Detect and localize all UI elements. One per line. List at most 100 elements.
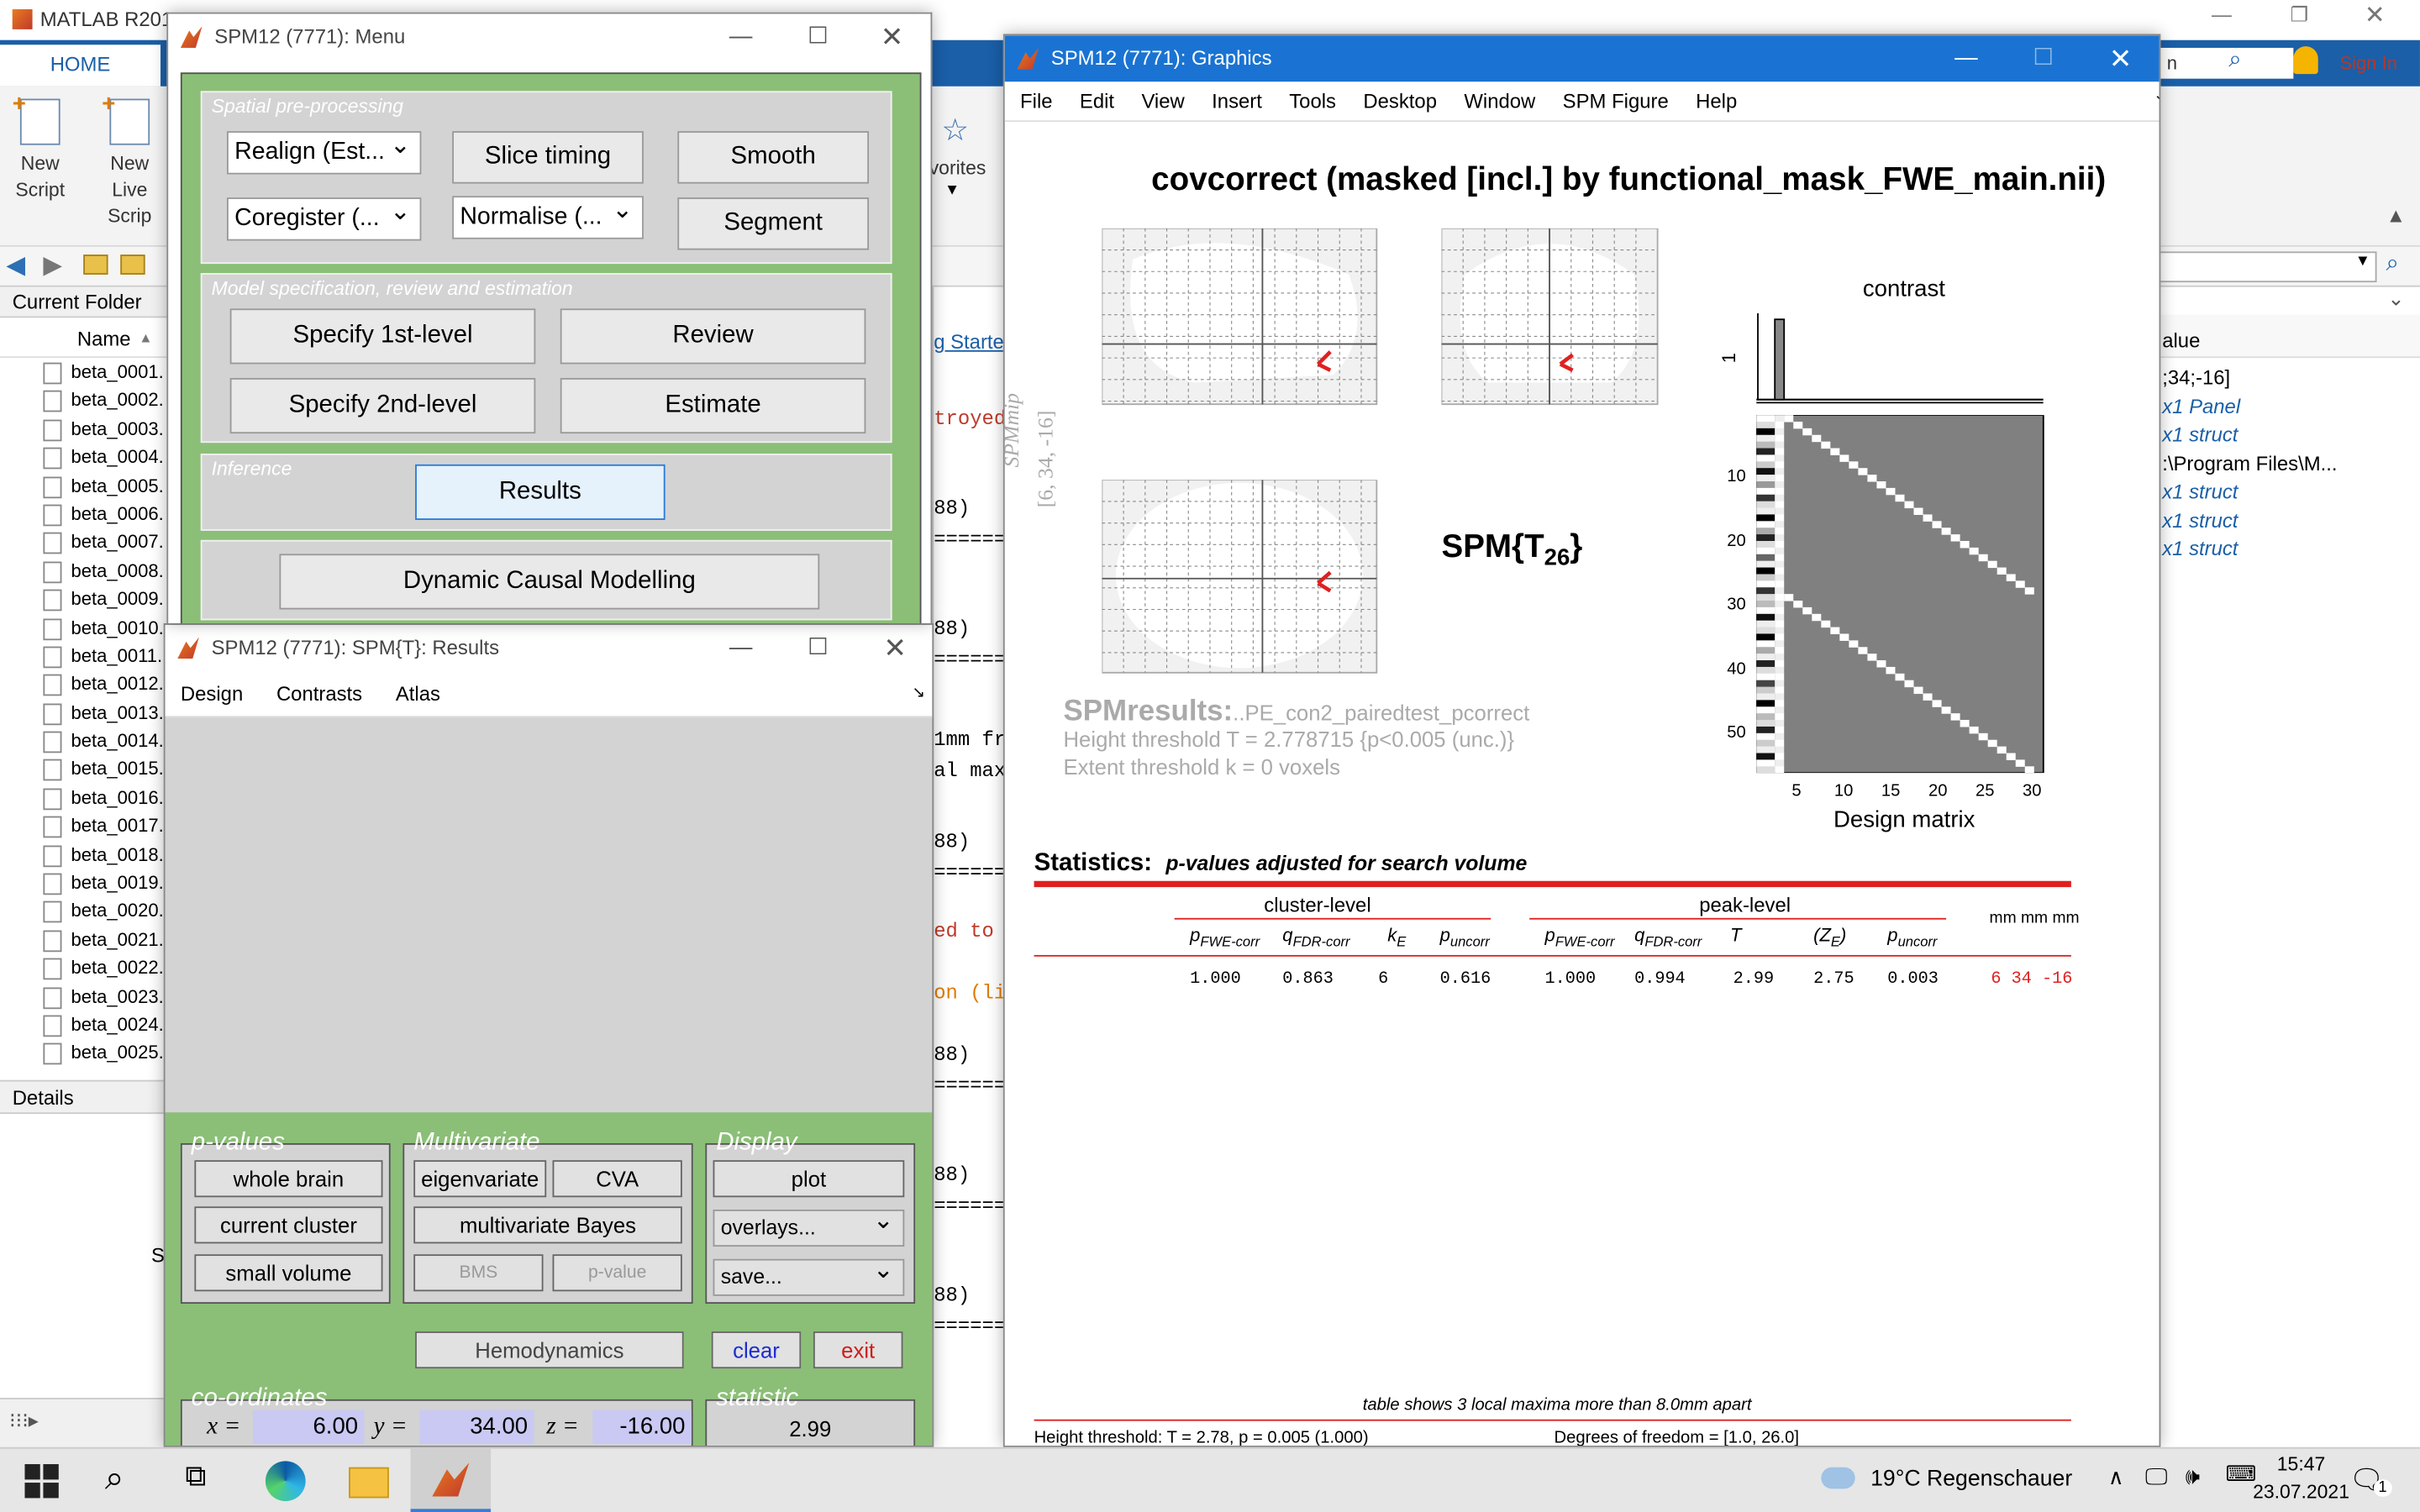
workspace-value[interactable]: x1 Panel — [2162, 394, 2241, 417]
sign-in-link[interactable]: Sign In — [2339, 52, 2398, 75]
file-column-header[interactable]: Name ▲ — [0, 318, 167, 359]
results-close-icon[interactable]: ✕ — [883, 633, 908, 664]
path-search-icon[interactable]: ⌕ — [2386, 249, 2399, 276]
file-item[interactable]: beta_0003. — [0, 415, 166, 444]
favorites-label[interactable]: vorites — [929, 157, 986, 180]
back-icon[interactable]: ◀ — [6, 253, 25, 280]
matlab-taskbar-button[interactable] — [410, 1448, 492, 1512]
mip-sagittal[interactable] — [1102, 228, 1380, 407]
mip-coronal[interactable] — [1441, 228, 1660, 407]
bms-button[interactable]: BMS — [413, 1254, 544, 1292]
workspace-value[interactable]: :\Program Files\M... — [2162, 451, 2338, 475]
file-item[interactable]: beta_0005. — [0, 471, 166, 500]
file-item[interactable]: beta_0013. — [0, 698, 166, 727]
specify-2nd-level-button[interactable]: Specify 2nd-level — [229, 377, 536, 434]
search-icon[interactable]: ⌕ — [104, 1457, 124, 1497]
whole-brain-button[interactable]: whole brain — [194, 1160, 383, 1198]
results-button[interactable]: Results — [415, 464, 666, 520]
menu-window[interactable]: Window — [1464, 89, 1536, 113]
forward-icon[interactable]: ▶ — [43, 253, 63, 280]
mip-axial[interactable] — [1102, 480, 1380, 675]
file-item[interactable]: beta_0020. — [0, 897, 166, 926]
workspace-value[interactable]: x1 struct — [2162, 423, 2238, 446]
exit-button[interactable]: exit — [813, 1331, 903, 1369]
workspace-value[interactable]: x1 struct — [2162, 537, 2238, 560]
file-item[interactable]: beta_0008. — [0, 557, 166, 585]
peak-coordinates[interactable]: 6 34 -16 — [1991, 970, 2073, 990]
overlays-select[interactable]: overlays... — [713, 1209, 905, 1247]
x-coordinate-input[interactable]: 6.00 — [253, 1410, 365, 1445]
edge-icon[interactable] — [265, 1461, 306, 1502]
tab-home[interactable]: HOME — [0, 39, 161, 87]
keyboard-icon[interactable]: ⌨ — [2225, 1461, 2257, 1486]
file-explorer-icon[interactable] — [349, 1467, 389, 1499]
workspace-value[interactable]: ;34;-16] — [2162, 365, 2231, 389]
file-item[interactable]: beta_0010. — [0, 613, 166, 642]
workspace-value[interactable]: x1 struct — [2162, 508, 2238, 532]
file-item[interactable]: beta_0018. — [0, 840, 166, 869]
windows-start-icon[interactable] — [24, 1464, 65, 1504]
favorites-star-icon[interactable]: ☆ — [941, 113, 970, 149]
design-matrix[interactable] — [1756, 415, 2046, 774]
menu-close-icon[interactable]: ✕ — [880, 21, 904, 53]
cva-button[interactable]: CVA — [552, 1160, 682, 1198]
z-coordinate-input[interactable]: -16.00 — [592, 1410, 692, 1445]
file-item[interactable]: beta_0024. — [0, 1011, 166, 1039]
volume-icon[interactable]: 🕪 — [2185, 1464, 2201, 1491]
clock-date[interactable]: 23.07.2021 — [2253, 1481, 2349, 1503]
menu-file[interactable]: File — [1020, 89, 1053, 113]
coregister-select[interactable]: Coregister (... — [226, 197, 422, 241]
matlab-close-icon[interactable]: ✕ — [2364, 3, 2386, 29]
task-view-icon[interactable]: ⧉ — [185, 1461, 207, 1494]
multivariate-bayes-button[interactable]: multivariate Bayes — [413, 1206, 682, 1244]
hemodynamics-button[interactable]: Hemodynamics — [415, 1331, 684, 1369]
weather-text[interactable]: 19°C Regenschauer — [1870, 1467, 2073, 1493]
tray-chevron-icon[interactable]: ∧ — [2107, 1464, 2124, 1489]
name-column-label[interactable]: Name — [76, 327, 131, 350]
clock-time[interactable]: 15:47 — [2276, 1453, 2326, 1475]
menu-maximize-icon[interactable]: ☐ — [808, 23, 829, 50]
file-item[interactable]: beta_0019. — [0, 869, 166, 897]
weather-icon[interactable] — [1821, 1467, 1855, 1489]
save-select[interactable]: save... — [713, 1258, 905, 1296]
stat-cell[interactable]: 0.003 — [1887, 970, 1939, 990]
stat-cell[interactable]: 0.994 — [1634, 970, 1686, 990]
file-item[interactable]: beta_0015. — [0, 755, 166, 784]
file-item[interactable]: beta_0022. — [0, 953, 166, 982]
file-item[interactable]: beta_0014. — [0, 727, 166, 755]
estimate-button[interactable]: Estimate — [560, 377, 866, 434]
path-dropdown-icon[interactable]: ▼ — [2354, 253, 2370, 270]
up-folder-icon[interactable] — [83, 255, 108, 275]
results-minimize-icon[interactable]: — — [729, 633, 753, 661]
plot-button[interactable]: plot — [713, 1160, 905, 1198]
favorites-arrow-icon[interactable]: ▼ — [944, 181, 960, 199]
menu-desktop[interactable]: Desktop — [1363, 89, 1437, 113]
command-prompt-bar[interactable]: ⁝⁝⁝▸ — [0, 1398, 167, 1447]
file-item[interactable]: beta_0017. — [0, 812, 166, 841]
stat-cell[interactable]: 1.000 — [1190, 970, 1241, 990]
file-item[interactable]: beta_0012. — [0, 670, 166, 699]
clear-button[interactable]: clear — [711, 1331, 802, 1369]
workspace-value-header[interactable]: alue — [2159, 314, 2420, 359]
file-item[interactable]: beta_0002. — [0, 386, 166, 415]
menu-minimize-icon[interactable]: — — [729, 23, 753, 50]
network-icon[interactable]: 🖵 — [2145, 1464, 2168, 1491]
stat-cell[interactable]: 0.863 — [1282, 970, 1334, 990]
file-item[interactable]: beta_0025. — [0, 1039, 166, 1068]
getting-started-link[interactable]: g Started — [934, 330, 1016, 354]
matlab-search-input[interactable]: n — [2160, 47, 2294, 79]
review-button[interactable]: Review — [560, 308, 866, 365]
command-window[interactable]: g Started troyed 88) ======= 88) ======= 1mm … — [932, 286, 1018, 1445]
graphics-maximize-icon[interactable]: ☐ — [2033, 45, 2054, 71]
menu-tools[interactable]: Tools — [1289, 89, 1337, 113]
menu-contrasts[interactable]: Contrasts — [276, 681, 363, 706]
stat-cell[interactable]: 0.616 — [1439, 970, 1491, 990]
bell-icon[interactable] — [2293, 46, 2318, 75]
normalise-select[interactable]: Normalise (... — [452, 196, 644, 239]
file-item[interactable]: beta_0021. — [0, 926, 166, 954]
slice-timing-button[interactable]: Slice timing — [452, 131, 644, 184]
specify-1st-level-button[interactable]: Specify 1st-level — [229, 308, 536, 365]
menu-atlas[interactable]: Atlas — [395, 681, 440, 706]
